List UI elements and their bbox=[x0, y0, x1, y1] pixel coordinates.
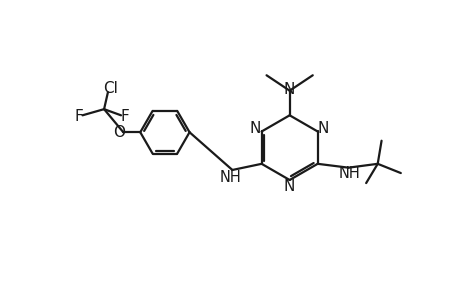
Text: N: N bbox=[249, 121, 261, 136]
Text: NH: NH bbox=[338, 166, 360, 181]
Text: N: N bbox=[283, 179, 295, 194]
Text: F: F bbox=[120, 109, 129, 124]
Text: F: F bbox=[74, 109, 83, 124]
Text: Cl: Cl bbox=[103, 81, 118, 96]
Text: NH: NH bbox=[219, 170, 241, 185]
Text: N: N bbox=[283, 82, 295, 98]
Text: O: O bbox=[112, 125, 124, 140]
Text: N: N bbox=[317, 121, 329, 136]
